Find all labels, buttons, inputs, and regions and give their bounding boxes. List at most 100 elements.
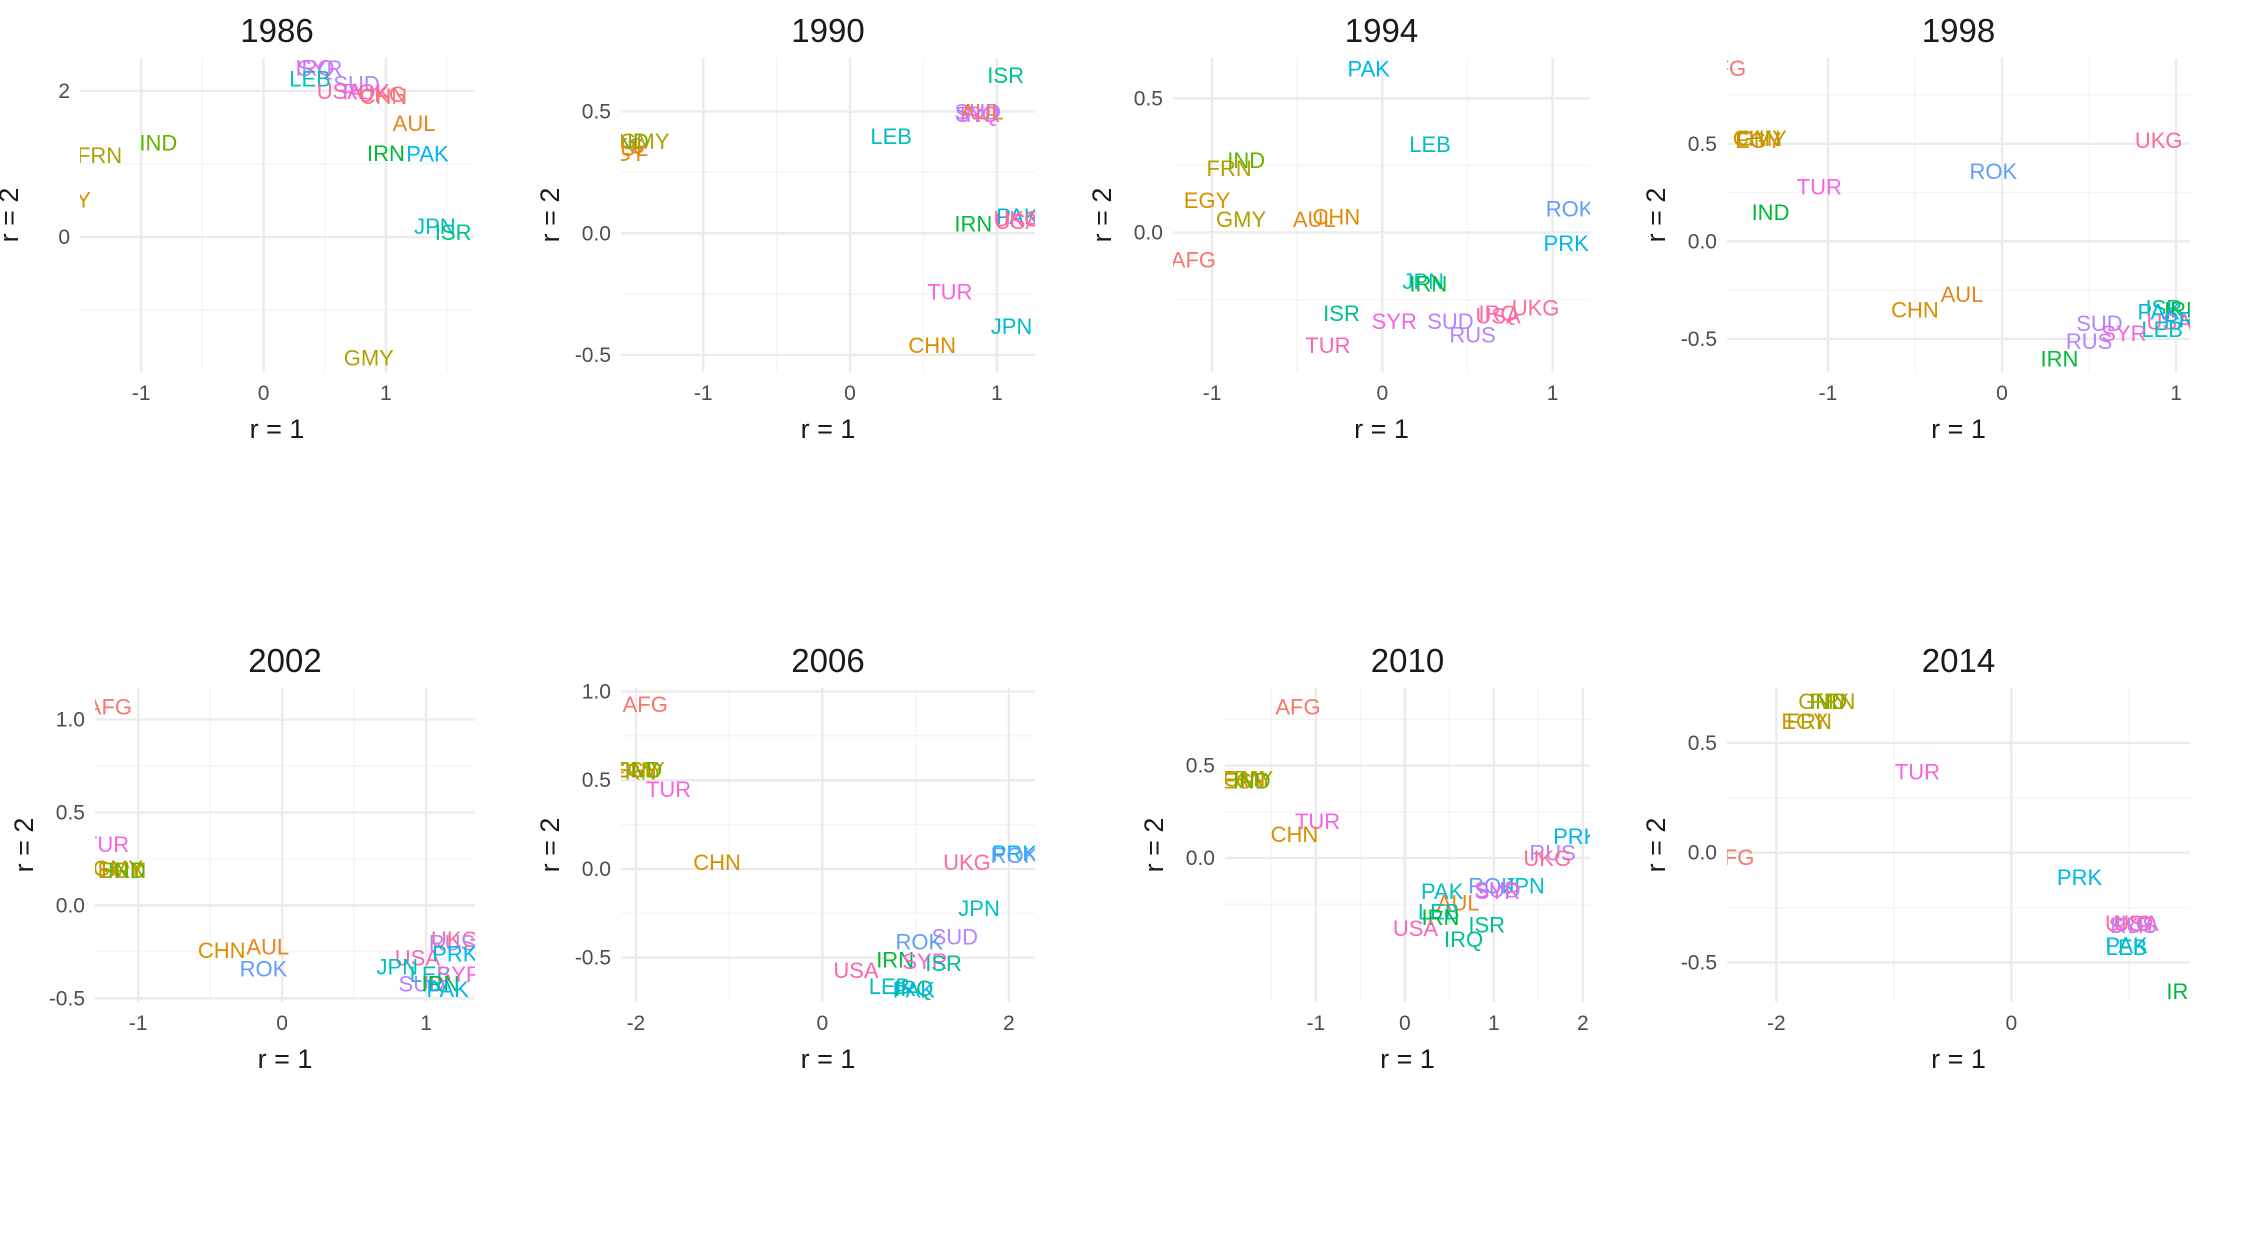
point-label-ind: IND <box>1809 689 1847 714</box>
point-label-sud: SUD <box>399 971 445 996</box>
point-label-leb: LEB <box>2141 317 2183 342</box>
y-tick-label: -0.5 <box>575 947 611 970</box>
point-label-tur: TUR <box>84 832 129 857</box>
y-tick-label: 0.0 <box>582 858 611 881</box>
point-label-ind: IND <box>1227 148 1265 173</box>
y-tick-label: 0 <box>58 226 70 249</box>
x-tick-label: -1 <box>1203 382 1222 405</box>
point-label-prk: PRK <box>1544 231 1590 256</box>
x-tick-label: 0 <box>276 1012 288 1035</box>
point-label-sud: SUD <box>1474 877 1520 902</box>
point-label-rus: RUS <box>1529 840 1575 865</box>
point-label-jpn: JPN <box>1402 269 1444 294</box>
point-label-frn: FRN <box>1787 709 1832 734</box>
x-tick-label: 1 <box>2170 382 2182 405</box>
facet-title: 1986 <box>240 12 313 49</box>
x-tick-label: -1 <box>1819 382 1838 405</box>
point-label-ind: IND <box>624 758 662 783</box>
x-axis-label: r = 1 <box>258 1044 313 1074</box>
point-label-ukg: UKG <box>2105 911 2153 936</box>
x-tick-label: 1 <box>1547 382 1559 405</box>
y-tick-label: 2 <box>58 80 70 103</box>
point-label-frn: FRN <box>101 858 146 883</box>
y-tick-label: 0.5 <box>582 769 611 792</box>
point-label-leb: LEB <box>870 124 912 149</box>
point-label-sud: SUD <box>932 924 978 949</box>
point-label-egy: EGY <box>1184 188 1231 213</box>
point-label-ind: IND <box>611 129 649 154</box>
point-label-jpn: JPN <box>991 314 1033 339</box>
point-label-tur: TUR <box>1895 759 1940 784</box>
point-label-rus: RUS <box>1449 322 1495 347</box>
y-tick-label: 0.0 <box>1688 230 1717 253</box>
point-label-leb: LEB <box>869 974 911 999</box>
point-label-prk: PRK <box>992 841 1038 866</box>
point-label-gmy: GMY <box>1223 767 1273 792</box>
point-label-chn: CHN <box>908 333 956 358</box>
y-tick-label: 0.5 <box>582 101 611 124</box>
x-tick-label: 0 <box>1996 382 2008 405</box>
y-tick-label: -0.5 <box>49 987 85 1010</box>
x-tick-label: 0 <box>258 382 270 405</box>
point-label-syr: SYR <box>902 949 947 974</box>
point-label-ukg: UKG <box>994 207 1042 232</box>
point-label-sud: SUD <box>2076 311 2122 336</box>
point-label-afg: AFG <box>1171 247 1216 272</box>
facet-2014: -2 0 -0.5 0.0 0.5 2014 r = 1 r = 2 GMYINDFRNEGYF… <box>1641 642 2190 1074</box>
point-label-leb: LEB <box>1409 132 1451 157</box>
point-label-aul: AUL <box>1293 207 1336 232</box>
y-tick-label: 0.5 <box>56 801 85 824</box>
point-label-pak: PAK <box>1421 879 1464 904</box>
point-label-aul: AUL <box>246 934 289 959</box>
y-axis-label: r = 2 <box>535 188 565 243</box>
point-label-ukg: UKG <box>358 82 406 107</box>
y-axis-label: r = 2 <box>9 818 39 873</box>
point-label-chn: CHN <box>1733 126 1781 151</box>
point-label-frn: FRN <box>1207 156 1252 181</box>
point-label-prk: PRK <box>1553 824 1599 849</box>
point-label-usa: USA <box>1475 304 1521 329</box>
point-label-tur: TUR <box>1295 809 1340 834</box>
point-label-gmy: GMY <box>1737 126 1787 151</box>
point-label-frn: FRN <box>77 143 122 168</box>
x-tick-label: -1 <box>129 1012 148 1035</box>
point-label-irn: IRN <box>954 212 992 237</box>
facet-2002: -1 0 1 -0.5 0.0 0.5 1.0 2002 r = 1 r = 2 AFG TUREGY… <box>9 642 475 1074</box>
y-axis-label: r = 2 <box>1641 818 1671 873</box>
point-label-irn: IRN <box>367 141 405 166</box>
x-tick-label: 2 <box>1003 1012 1015 1035</box>
x-axis-label: r = 1 <box>1354 414 1409 444</box>
x-tick-label: -1 <box>1306 1012 1325 1035</box>
point-label-usa: USA <box>2146 309 2192 334</box>
point-label-pak: PAK <box>2137 300 2180 325</box>
point-label-irn: IRN <box>1409 271 1447 296</box>
x-axis-label: r = 1 <box>1380 1044 1435 1074</box>
point-label-ukg: UKG <box>1512 296 1560 321</box>
point-label-gmy: GMY <box>1216 207 1266 232</box>
point-label-leb: LEB <box>289 66 331 91</box>
point-label-egy: EGY <box>1735 128 1782 153</box>
point-label-chn: CHN <box>1313 204 1361 229</box>
point-label-ukg: UKG <box>943 850 991 875</box>
x-axis-label: r = 1 <box>801 1044 856 1074</box>
point-label-prk: PRK <box>2164 307 2210 332</box>
point-label-tur: TUR <box>1305 333 1350 358</box>
point-label-frn: FRN <box>611 759 656 784</box>
facet-title: 2014 <box>1922 642 1995 679</box>
x-tick-label: 0 <box>1399 1012 1411 1035</box>
point-label-isr: ISR <box>987 63 1024 88</box>
y-tick-label: 0.5 <box>1186 755 1215 778</box>
point-label-rus: RUS <box>2110 913 2156 938</box>
point-label-gmy: GMY <box>619 129 669 154</box>
point-label-ukg: UKG <box>2135 128 2183 153</box>
point-label-egy: EGY <box>45 188 92 213</box>
point-label-frn: FRN <box>1810 689 1855 714</box>
point-label-ind: IND <box>1233 768 1271 793</box>
point-label-gmy: GMY <box>93 856 143 881</box>
point-label-egy: EGY <box>613 758 660 783</box>
point-label-syr: SYR <box>955 102 1000 127</box>
point-label-usa: USA <box>317 79 363 104</box>
point-label-pak: PAK <box>893 978 936 1003</box>
